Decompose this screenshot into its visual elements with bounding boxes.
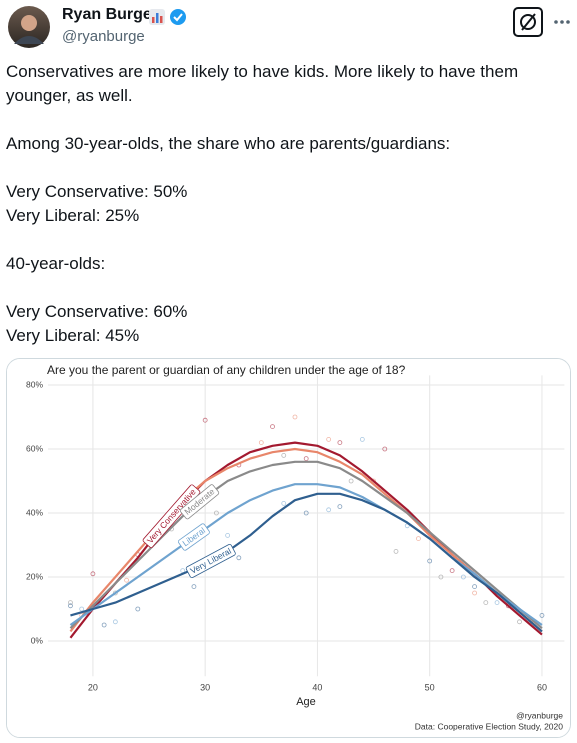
series-line xyxy=(70,492,543,633)
chart-background xyxy=(7,359,570,737)
scatter-point xyxy=(427,558,433,564)
source: Data: Cooperative Election Study, 2020 xyxy=(415,721,563,731)
scatter-point xyxy=(303,510,309,516)
scatter-point xyxy=(68,603,73,609)
scatter-point xyxy=(101,622,107,628)
x-tick-label: 40 xyxy=(312,682,322,692)
chart-title: Are you the parent or guardian of any ch… xyxy=(47,363,406,377)
chart: Are you the parent or guardian of any ch… xyxy=(7,359,570,737)
scatter-point xyxy=(416,536,421,542)
scatter-point xyxy=(337,440,343,445)
scatter-point xyxy=(382,446,388,452)
scatter-point xyxy=(124,577,129,583)
scatter-point xyxy=(213,510,219,516)
scatter-point xyxy=(483,600,489,606)
scatter-point xyxy=(202,417,208,423)
x-tick-label: 30 xyxy=(200,682,210,692)
tweet-paragraph: 40-year-olds: xyxy=(6,254,106,273)
scatter-point xyxy=(270,424,275,429)
series-label-box xyxy=(179,484,220,520)
x-tick-label: 20 xyxy=(88,682,98,692)
x-tick-label: 60 xyxy=(537,682,547,692)
scatter-point xyxy=(258,440,264,445)
scatter-point xyxy=(326,507,332,513)
series-label-box xyxy=(178,523,210,551)
series-label-box xyxy=(142,484,201,548)
header-actions[interactable] xyxy=(510,6,572,40)
tweet-paragraph: Very Conservative: 50% Very Liberal: 25% xyxy=(6,182,188,225)
scatter-point xyxy=(225,532,231,538)
tweet-paragraph: Conservatives are more likely to have ki… xyxy=(6,62,519,105)
scatter-point xyxy=(112,590,118,596)
tweet-text: Conservatives are more likely to have ki… xyxy=(6,60,546,348)
author-name[interactable]: Ryan Burge xyxy=(62,6,152,23)
scatter-point xyxy=(303,456,309,461)
scatter-point xyxy=(337,504,343,510)
scatter-point xyxy=(472,590,477,596)
scatter-point xyxy=(112,619,118,625)
avatar[interactable] xyxy=(6,4,52,50)
scatter-point xyxy=(348,478,354,484)
x-tick-label: 50 xyxy=(425,682,435,692)
scatter-point xyxy=(359,437,365,442)
scatter-point xyxy=(326,437,332,442)
y-tick-label: 0% xyxy=(31,635,44,645)
scatter-point xyxy=(281,500,287,506)
y-tick-label: 60% xyxy=(26,443,43,453)
scatter-point xyxy=(191,584,197,590)
series-label-box xyxy=(185,544,236,578)
scatter-point xyxy=(517,619,522,625)
media-card[interactable]: Are you the parent or guardian of any ch… xyxy=(6,358,571,738)
scatter-point xyxy=(472,584,477,590)
series-line xyxy=(69,460,543,630)
credit: @ryanburge xyxy=(516,710,563,720)
scatter-point xyxy=(539,612,545,618)
scatter-point xyxy=(449,568,455,574)
x-axis-label: Age xyxy=(296,696,316,708)
y-tick-label: 20% xyxy=(26,571,43,581)
tweet-paragraph: Very Conservative: 60% Very Liberal: 45% xyxy=(6,302,188,345)
series-line xyxy=(69,483,543,626)
name-badges xyxy=(149,9,186,25)
scatter-point xyxy=(281,453,287,458)
scatter-point xyxy=(438,574,444,580)
scatter-point xyxy=(79,606,85,612)
scatter-point xyxy=(460,574,466,580)
scatter-point xyxy=(68,600,73,606)
author-handle[interactable]: @ryanburge xyxy=(62,28,145,45)
y-tick-label: 80% xyxy=(26,379,43,389)
scatter-point xyxy=(236,555,242,561)
scatter-point xyxy=(494,600,500,606)
y-tick-label: 40% xyxy=(26,507,43,517)
scatter-point xyxy=(180,568,186,574)
scatter-point xyxy=(393,548,399,554)
scatter-point xyxy=(90,571,96,577)
tweet-paragraph: Among 30-year-olds, the share who are pa… xyxy=(6,134,451,153)
scatter-point xyxy=(292,414,298,420)
scatter-point xyxy=(135,606,141,612)
